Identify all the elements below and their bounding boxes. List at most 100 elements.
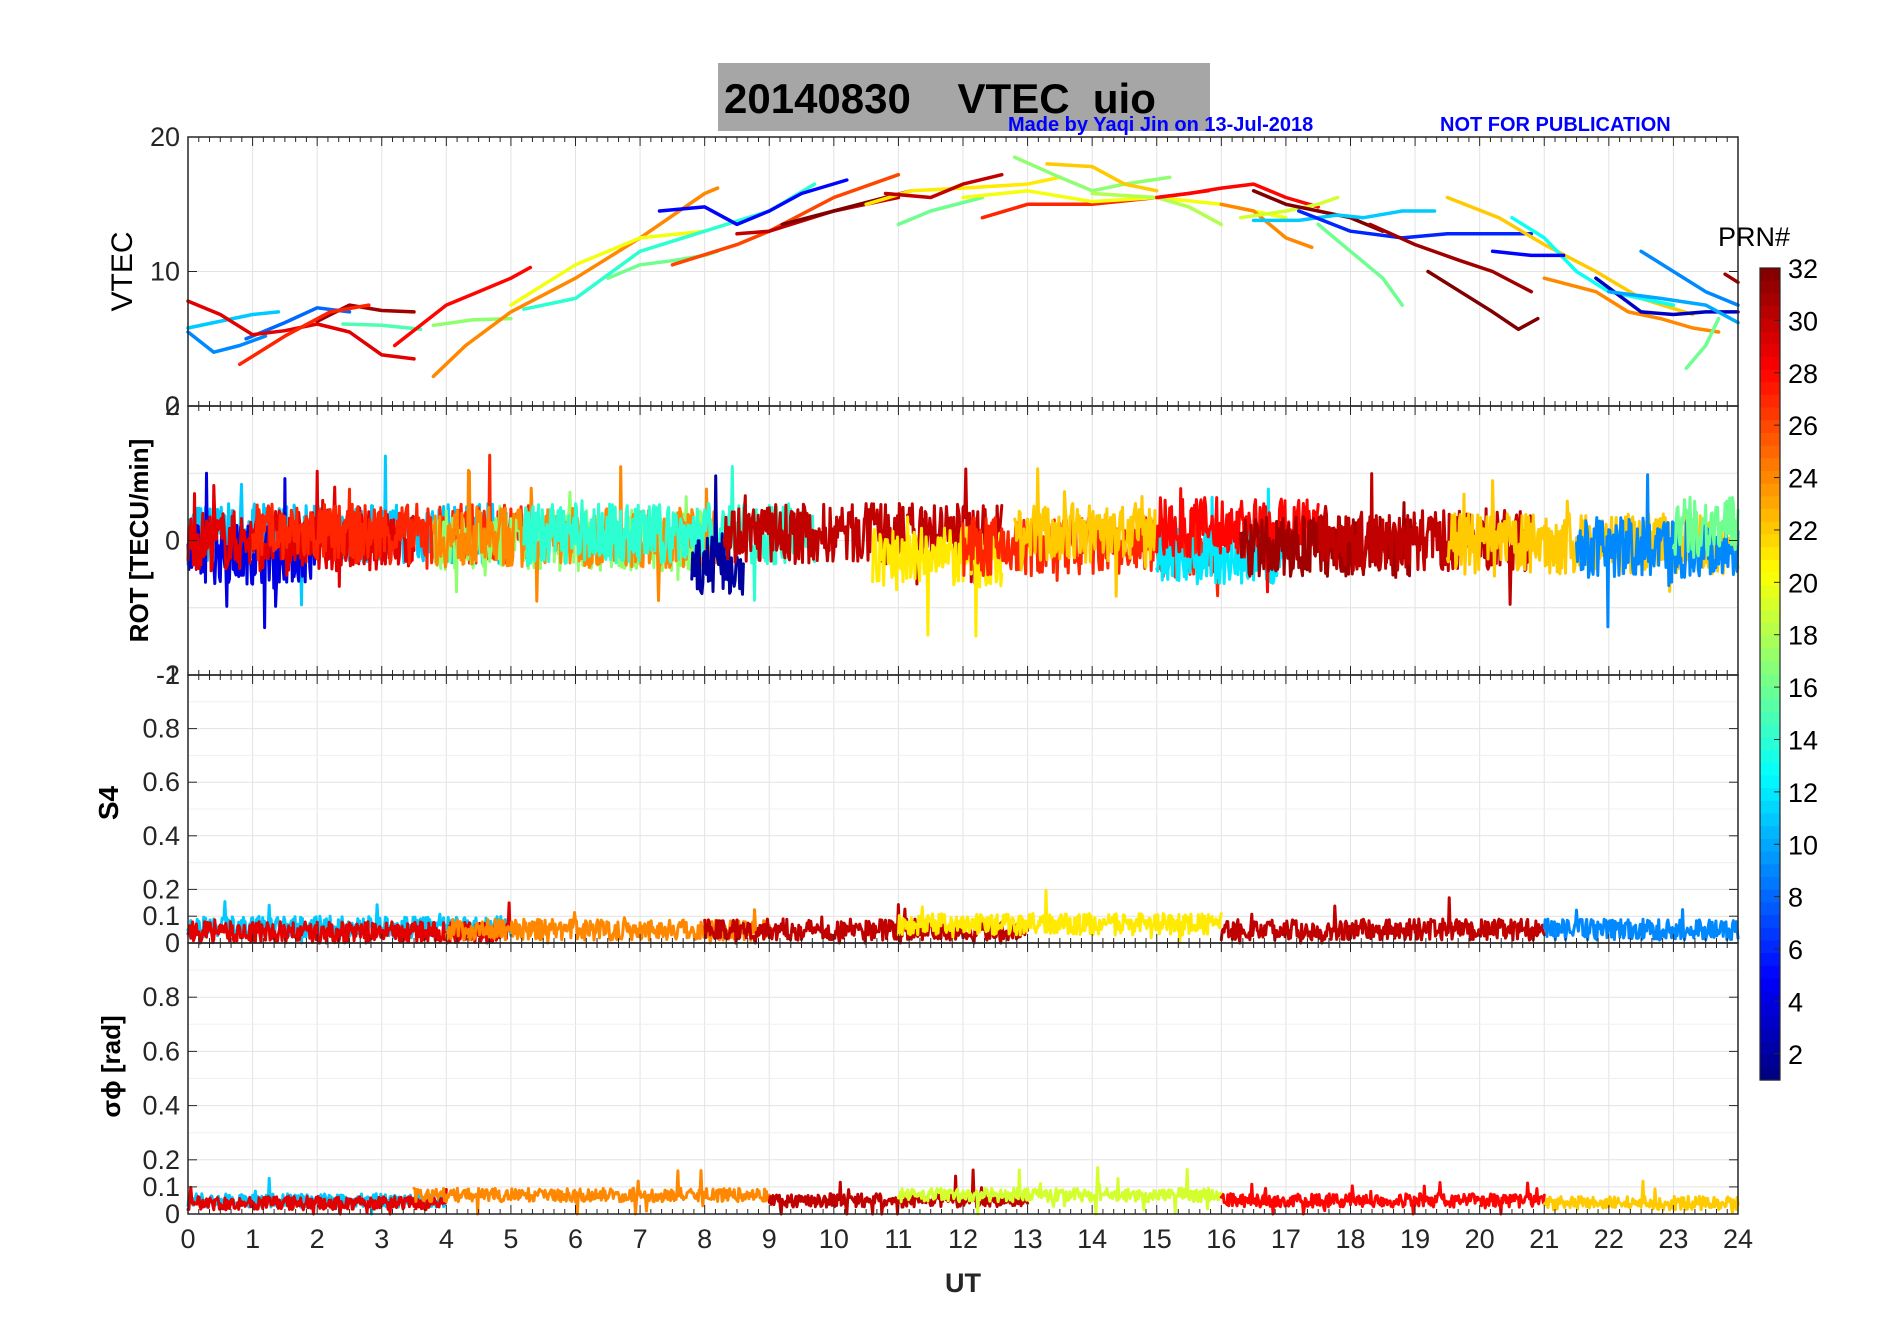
series-prn-29 [186,1185,448,1216]
colorbar-segment [1760,699,1780,713]
x-tick-label: 21 [1529,1224,1559,1254]
y-tick-label: -2 [156,660,180,690]
colorbar-tick-label: 24 [1788,464,1818,494]
colorbar-tick-label: 22 [1788,516,1818,546]
colorbar-segment [1760,788,1780,802]
y-tick-label: 0 [165,1199,180,1229]
series-prn-9 [1542,908,1740,942]
series-prn-14 [522,465,816,602]
colorbar-tick-label: 8 [1788,883,1803,913]
x-tick-label: 10 [819,1224,849,1254]
x-tick-label: 23 [1658,1224,1688,1254]
series-prn-20 [509,229,707,307]
colorbar-tick-label: 4 [1788,987,1803,1017]
y-tick-label: 0.6 [142,767,180,797]
series-prn-21 [896,888,1223,945]
x-tick-label: 2 [310,1224,325,1254]
series-prn-9 [1639,249,1740,307]
colorbar-segment [1760,268,1780,282]
colorbar-segment [1760,978,1780,992]
series-prn-17 [1012,155,1172,193]
colorbar-segment [1760,965,1780,980]
y-axis-label: VTEC [106,231,139,311]
colorbar-segment [1760,851,1780,865]
y-tick-label: 0 [165,526,180,556]
series-prn-30 [1219,896,1546,945]
x-tick-label: 12 [948,1224,978,1254]
colorbar-segment [1760,737,1780,751]
x-tick-label: 20 [1465,1224,1495,1254]
series-prn-15 [341,322,423,332]
y-tick-label: 20 [150,122,180,152]
colorbar-segment [1760,915,1780,929]
x-tick-label: 4 [439,1224,454,1254]
series-prn-9 [186,330,268,354]
x-tick-label: 6 [568,1224,583,1254]
colorbar-segment [1760,471,1780,485]
series-prn-16 [1316,222,1404,307]
colorbar-segment [1760,762,1780,777]
y-tick-label: 0.2 [142,1145,180,1175]
series-prn-22 [1542,1179,1740,1215]
y-tick-label: 0.8 [142,714,180,744]
colorbar-segment [1760,724,1780,739]
colorbar-segment [1760,293,1780,307]
series-prn-29 [186,469,416,588]
series-prn-10 [1607,289,1740,325]
panel-vtec: 0 10 20 VTEC [106,122,1740,421]
series-prn-26 [670,172,901,267]
colorbar-label: PRN# [1718,222,1791,252]
colorbar-frame [1759,267,1781,1081]
colorbar-segment [1760,674,1780,688]
colorbar-segment [1760,1067,1780,1081]
y-tick-label: 0.6 [142,1036,180,1066]
colorbar-segment [1760,280,1780,294]
series-prn-31 [1368,222,1534,294]
y-tick-label: 10 [150,257,180,287]
colorbar-tick-label: 10 [1788,830,1818,860]
colorbar-tick-label: 18 [1788,621,1818,651]
x-tick-label: 11 [884,1224,912,1254]
x-tick-label: 3 [374,1224,389,1254]
colorbar-segment [1760,750,1780,764]
colorbar-segment [1760,661,1780,675]
colorbar-segment [1760,813,1780,827]
colorbar-segment [1760,1029,1780,1043]
colorbar-tick-label: 14 [1788,725,1818,755]
colorbar-segment [1760,940,1780,954]
y-axis-label: σϕ [rad] [96,1015,126,1117]
x-tick-label: 24 [1723,1224,1753,1254]
colorbar-segment [1760,585,1780,599]
colorbar-segment [1760,509,1780,523]
colorbar-segment [1760,610,1780,624]
colorbar-tick-label: 16 [1788,673,1818,703]
y-tick-label: 0.8 [142,982,180,1012]
x-tick-label: 19 [1400,1224,1430,1254]
series-prn-28 [392,265,533,348]
x-tick-label: 15 [1142,1224,1172,1254]
colorbar-segment [1760,344,1780,358]
y-tick-label: 0 [165,928,180,958]
series-prn-24 [1542,276,1721,334]
colorbar-segment [1760,597,1780,612]
colorbar-segment [1760,775,1780,789]
colorbar-segment [1760,432,1780,447]
colorbar-tick-label: 32 [1788,254,1818,284]
x-tick-label: 17 [1271,1224,1301,1254]
series-prn-24 [1219,202,1314,250]
colorbar-segment [1760,800,1780,815]
series-prn-11 [186,310,281,330]
y-tick-label: 0.1 [142,1172,180,1202]
colorbar-tick-label: 6 [1788,935,1803,965]
series-prn-22 [1013,467,1159,598]
y-tick-label: 0.2 [142,874,180,904]
series-prn-5 [657,178,849,227]
series-prn-2 [690,474,745,596]
x-tick-label: 7 [633,1224,648,1254]
colorbar-segment [1760,306,1780,320]
colorbar-tick-label: 26 [1788,411,1818,441]
series-prn-16 [896,195,985,227]
series-prn-24 [431,186,720,379]
series-prn-18 [1090,191,1224,227]
